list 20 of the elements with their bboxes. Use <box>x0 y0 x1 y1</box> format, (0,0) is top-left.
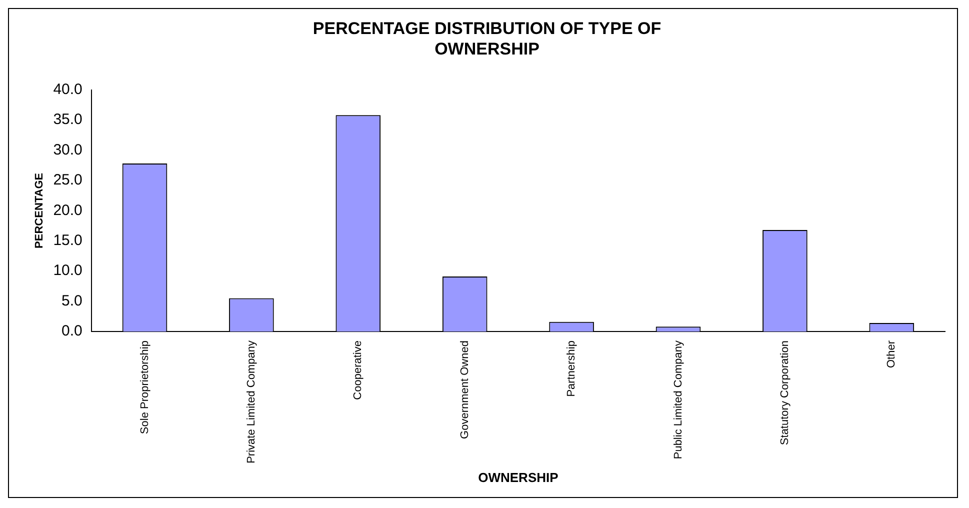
y-tick-label: 35.0 <box>53 111 82 128</box>
chart-title: PERCENTAGE DISTRIBUTION OF TYPE OF OWNERSHIP <box>312 18 662 58</box>
x-tick-label: Private Limited Company <box>245 340 258 464</box>
y-tick-label: 40.0 <box>53 80 82 98</box>
x-tick-label: Government Owned <box>458 340 471 439</box>
x-tick-label: Other <box>886 340 898 368</box>
x-tick-label: Cooperative <box>352 340 364 400</box>
y-tick-label: 25.0 <box>53 172 82 189</box>
x-tick-label: Partnership <box>566 340 578 397</box>
x-tick-label: Sole Proprietorship <box>138 340 151 434</box>
x-tick-label: Statutory Corporation <box>778 340 791 446</box>
x-tick-label: Public Limited Company <box>672 340 684 460</box>
y-tick-label: 15.0 <box>53 232 82 250</box>
y-tick-label: 0.0 <box>62 322 82 340</box>
y-tick-label: 5.0 <box>62 292 82 310</box>
y-tick-label: 10.0 <box>53 262 82 280</box>
y-axis-title: PERCENTAGE <box>34 172 46 248</box>
y-tick-label: 20.0 <box>53 202 82 219</box>
x-axis-title: OWNERSHIP <box>478 470 559 485</box>
y-tick-label: 30.0 <box>53 141 82 158</box>
